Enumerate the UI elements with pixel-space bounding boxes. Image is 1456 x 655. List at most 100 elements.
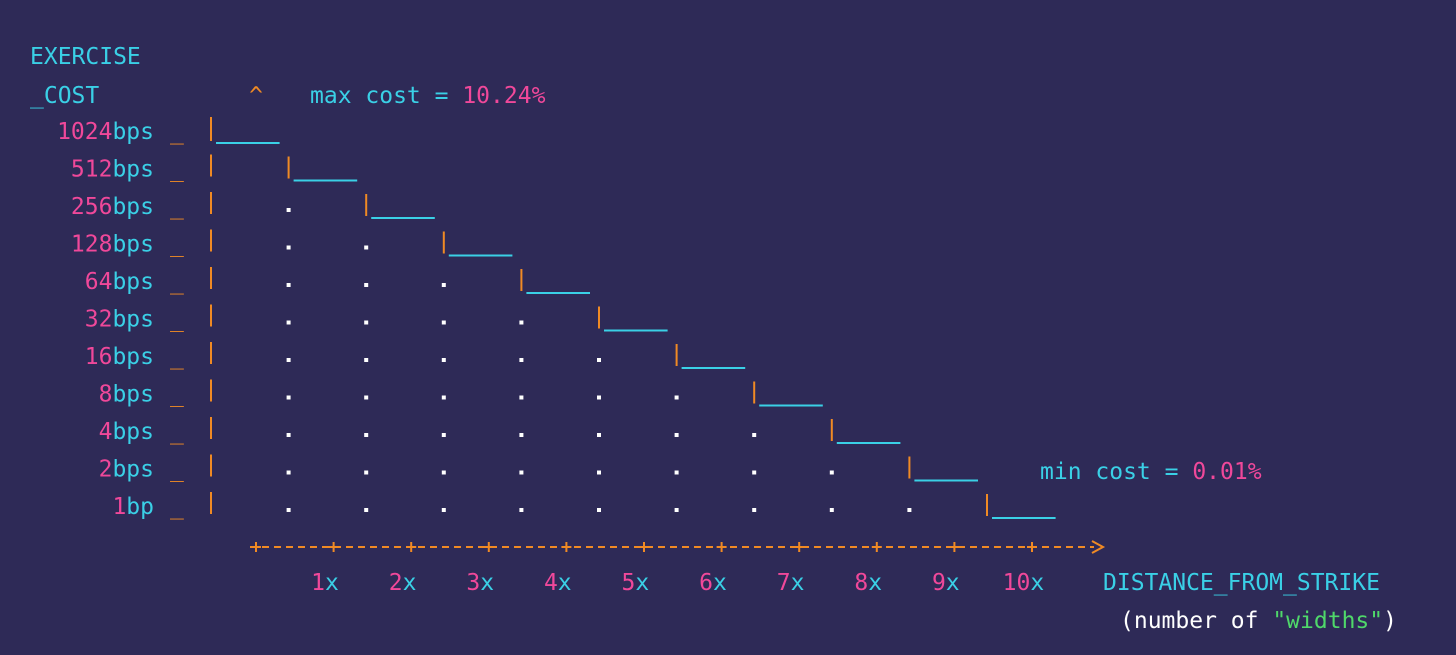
- grid-dot: [674, 395, 679, 400]
- grid-dots: [286, 208, 912, 512]
- x-axis-label: DISTANCE_FROM_STRIKE: [1103, 570, 1380, 596]
- cost-step-line: [210, 119, 1056, 519]
- y-tick-label: 1bp: [112, 494, 154, 520]
- x-tick-unit: x: [480, 570, 494, 596]
- x-tick-number: 2: [389, 570, 403, 596]
- x-tick-number: 4: [544, 570, 558, 596]
- grid-dot: [364, 320, 369, 325]
- y-tick-label: 1024bps: [57, 119, 154, 145]
- min-cost-label: min cost =: [1040, 459, 1192, 485]
- grid-dot: [519, 508, 524, 512]
- max-cost-note: max cost = 10.24%: [310, 83, 546, 109]
- x-tick-unit: x: [946, 570, 960, 596]
- grid-dot: [674, 470, 679, 475]
- y-tick-label: 256bps: [71, 194, 154, 220]
- y-tick-unit: bps: [112, 194, 154, 220]
- grid-dot: [286, 245, 291, 250]
- x-axis-plus-mark: [561, 542, 572, 552]
- grid-dot: [441, 395, 446, 400]
- x-tick-number: 6: [699, 570, 713, 596]
- y-tick-number: 1024: [57, 119, 112, 145]
- x-axis-sublabel: (number of "widths"): [1120, 608, 1397, 634]
- x-tick-labels: 1x 2x 3x 4x 5x 6x 7x 8x 9x 10x: [311, 570, 1044, 596]
- y-tick-number: 256: [71, 194, 113, 220]
- x-tick-number: 7: [777, 570, 791, 596]
- y-tick-number: 1: [112, 494, 126, 520]
- x-axis-plus-mark: [406, 542, 417, 552]
- y-tick-mark: _: [170, 232, 184, 258]
- y-tick-label: 2bps: [99, 457, 154, 483]
- x-tick-label: 5x: [622, 570, 650, 596]
- x-axis-tick-marks: [251, 542, 1037, 552]
- x-tick-unit: x: [558, 570, 572, 596]
- x-axis-plus-mark: [871, 542, 882, 552]
- max-cost-label: max cost =: [310, 83, 462, 109]
- y-axis-label-line1: EXERCISE: [30, 44, 141, 70]
- min-cost-note: min cost = 0.01%: [1040, 459, 1262, 485]
- y-tick-unit: bps: [112, 457, 154, 483]
- y-tick-number: 64: [85, 269, 113, 295]
- x-tick-number: 3: [466, 570, 480, 596]
- grid-dot: [364, 395, 369, 400]
- y-tick-labels: 1024bps _512bps _256bps _128bps _64bps _32bps…: [57, 117, 212, 520]
- grid-dot: [286, 283, 291, 287]
- y-tick-label: 16bps: [85, 344, 154, 370]
- grid-dot: [752, 433, 757, 437]
- x-axis-plus-mark: [251, 542, 261, 552]
- x-tick-label: 6x: [699, 570, 727, 596]
- y-tick-unit: bps: [112, 419, 154, 445]
- y-tick-mark: _: [170, 157, 184, 183]
- x-axis-sublabel-quoted: "widths": [1272, 608, 1383, 634]
- grid-dot: [674, 433, 679, 437]
- grid-dot: [519, 395, 524, 400]
- x-tick-number: 5: [622, 570, 636, 596]
- x-tick-unit: x: [325, 570, 339, 596]
- x-tick-number: 9: [932, 570, 946, 596]
- x-tick-label: 7x: [777, 570, 805, 596]
- x-tick-unit: x: [713, 570, 727, 596]
- y-tick-mark: _: [170, 382, 184, 408]
- grid-dot: [441, 283, 446, 287]
- grid-dot: [364, 283, 369, 287]
- y-tick-mark: _: [170, 194, 184, 220]
- y-tick-mark: _: [170, 457, 184, 483]
- grid-dot: [597, 433, 601, 437]
- grid-dot: [829, 508, 834, 512]
- grid-dot: [674, 508, 679, 512]
- x-tick-number: 10: [1003, 570, 1031, 596]
- grid-dot: [286, 433, 291, 437]
- x-tick-label: 3x: [466, 570, 494, 596]
- grid-dot: [597, 470, 601, 475]
- x-tick-number: 8: [854, 570, 868, 596]
- x-tick-label: 9x: [932, 570, 960, 596]
- y-tick-number: 4: [99, 419, 113, 445]
- x-tick-unit: x: [403, 570, 417, 596]
- grid-dot: [597, 358, 601, 362]
- x-tick-label: 1x: [311, 570, 339, 596]
- grid-dot: [286, 358, 291, 362]
- x-tick-label: 2x: [389, 570, 417, 596]
- x-axis-plus-mark: [794, 542, 805, 552]
- grid-dot: [752, 508, 757, 512]
- y-tick-mark: _: [170, 119, 184, 145]
- x-tick-unit: x: [1030, 570, 1044, 596]
- y-tick-mark: _: [170, 419, 184, 445]
- x-tick-unit: x: [868, 570, 882, 596]
- y-tick-label: 64bps: [85, 269, 154, 295]
- grid-dot: [364, 358, 369, 362]
- grid-dot: [364, 508, 369, 512]
- grid-dot: [286, 470, 291, 475]
- y-tick-label: 4bps: [99, 419, 154, 445]
- y-tick-mark: _: [170, 269, 184, 295]
- x-tick-label: 10x: [1003, 570, 1045, 596]
- grid-dot: [519, 320, 524, 325]
- grid-dot: [829, 470, 834, 475]
- min-cost-value: 0.01%: [1192, 459, 1261, 485]
- y-tick-unit: bps: [112, 157, 154, 183]
- x-axis-plus-mark: [639, 542, 649, 552]
- y-tick-unit: bps: [112, 344, 154, 370]
- y-tick-unit: bps: [112, 382, 154, 408]
- grid-dot: [441, 470, 446, 475]
- max-cost-value: 10.24%: [462, 83, 545, 109]
